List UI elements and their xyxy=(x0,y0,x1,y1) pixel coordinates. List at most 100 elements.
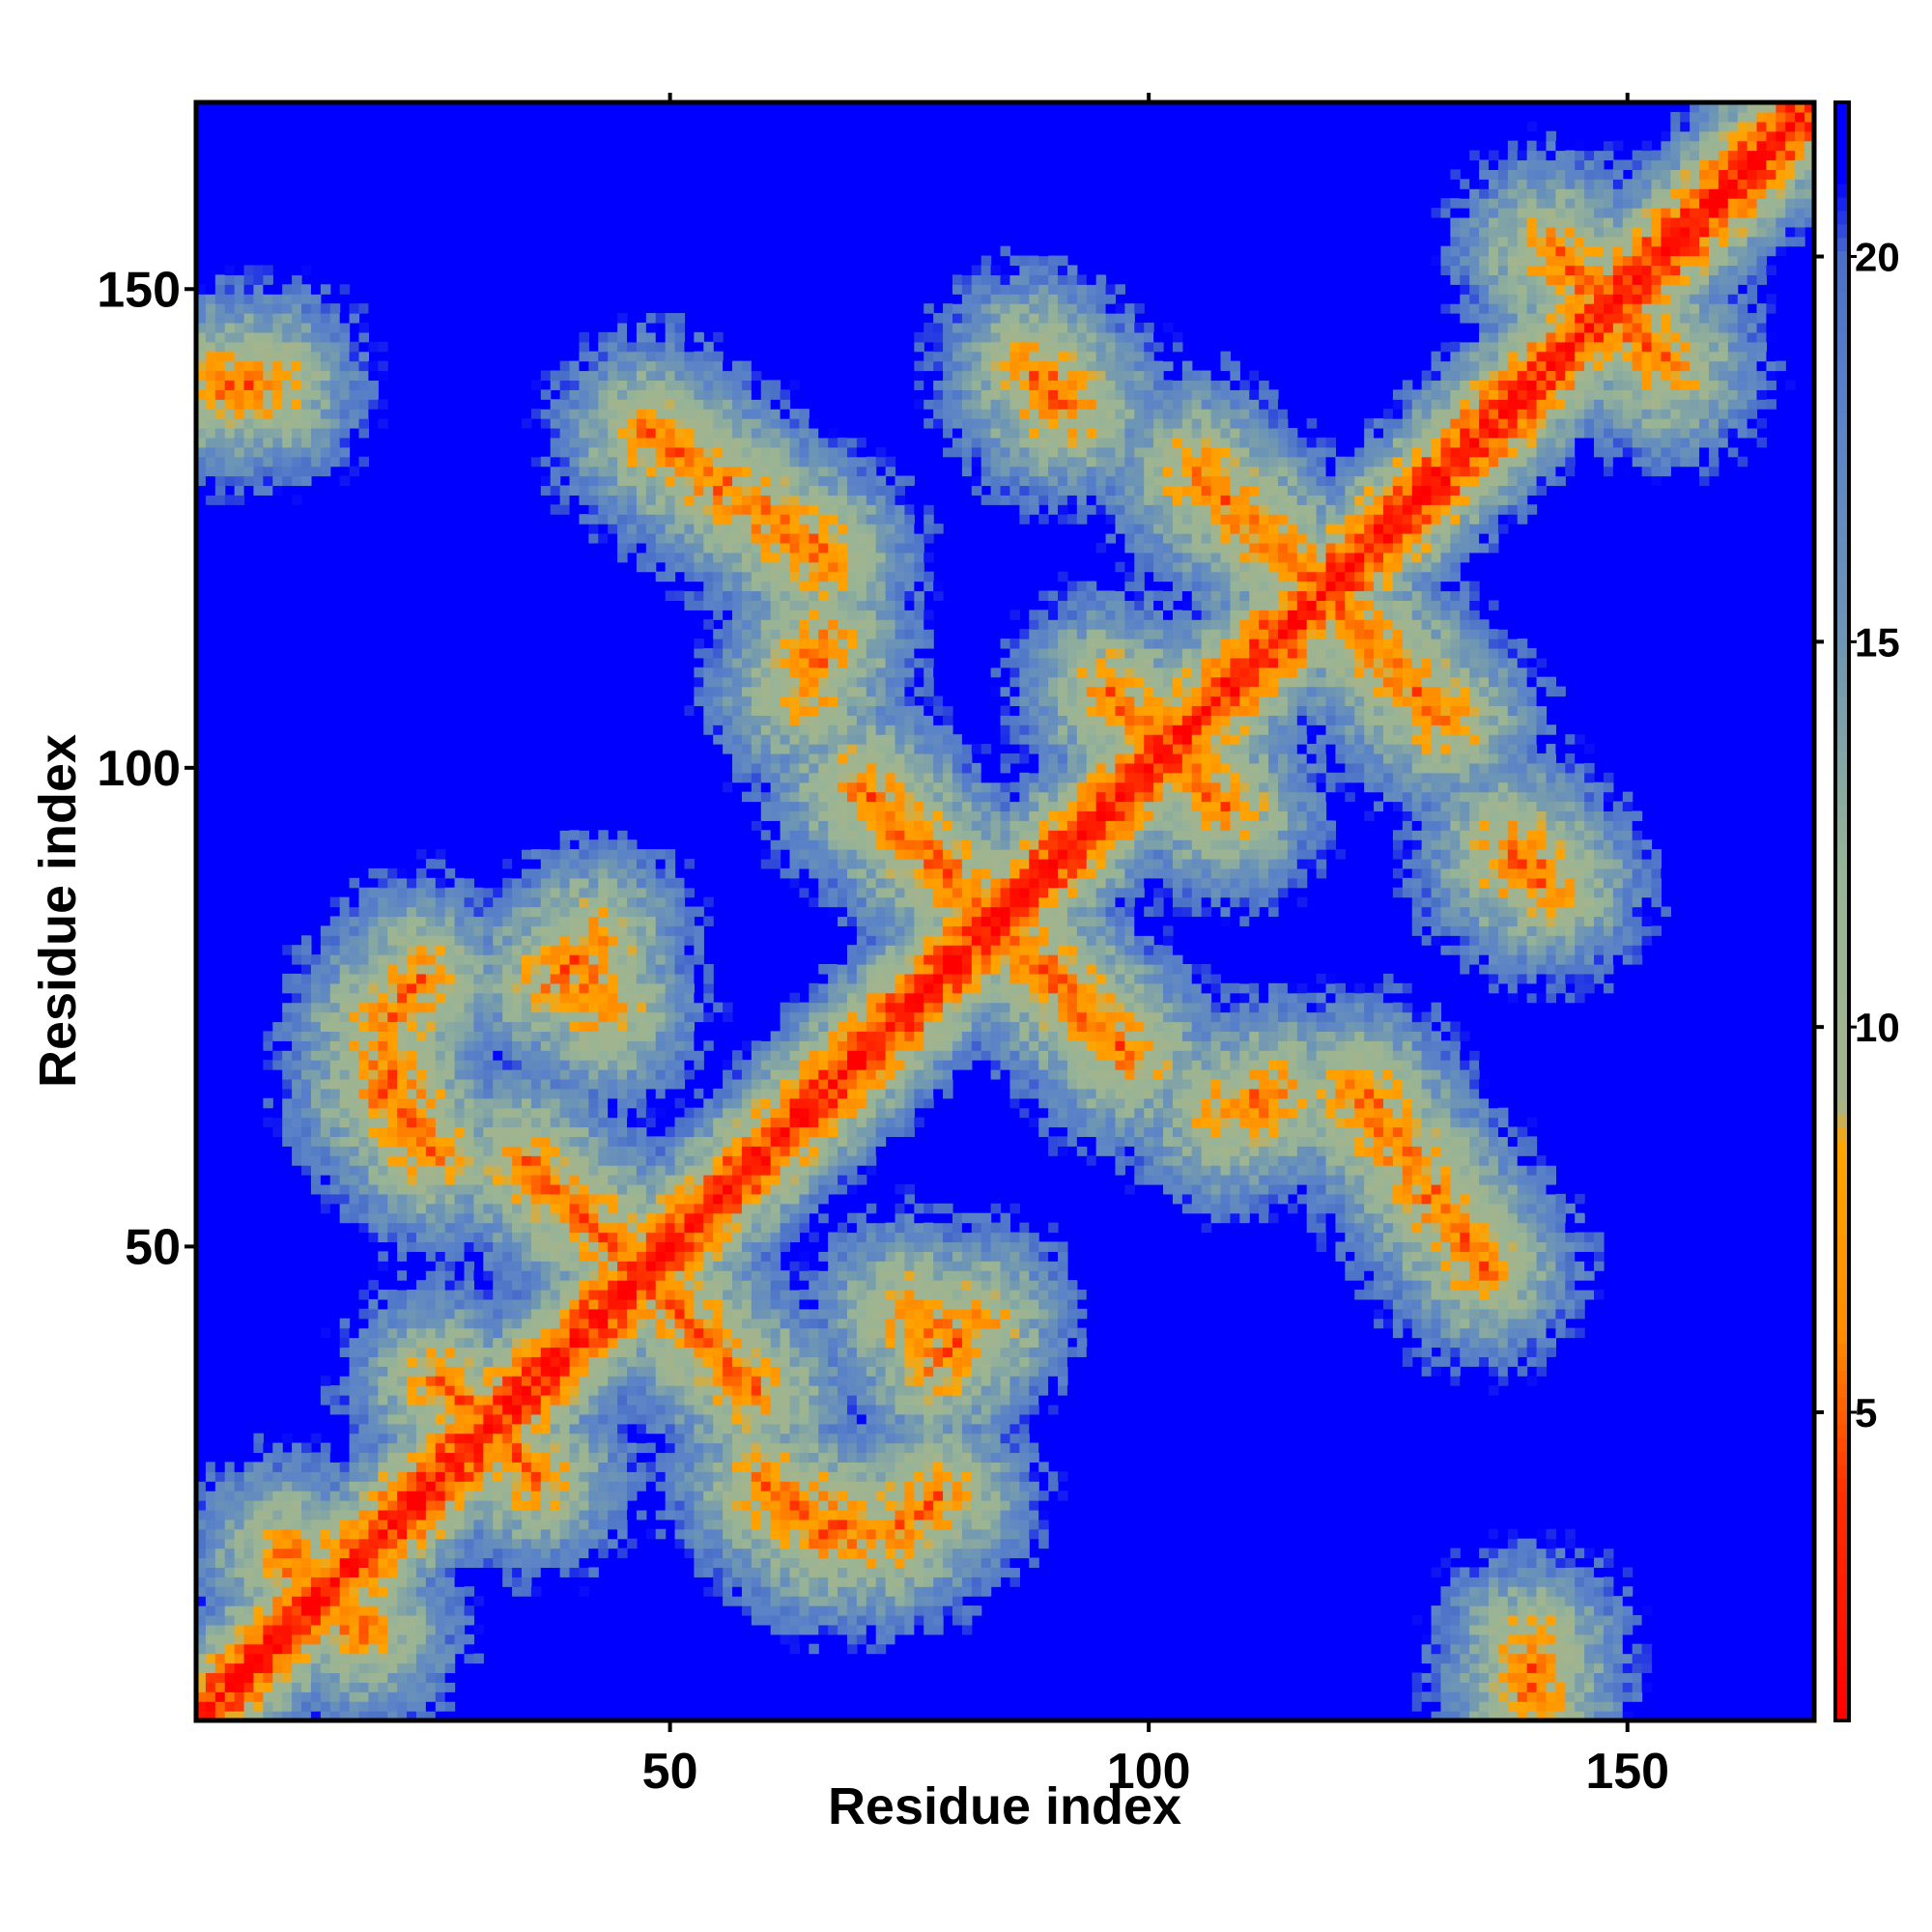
heatmap-cell xyxy=(454,1289,466,1300)
heatmap-cell xyxy=(263,1471,273,1482)
heatmap-cell xyxy=(234,1491,245,1501)
heatmap-cell xyxy=(464,1356,475,1367)
heatmap-cell xyxy=(512,1193,523,1205)
heatmap-cell xyxy=(444,1376,456,1386)
heatmap-cell xyxy=(521,964,532,975)
heatmap-cell xyxy=(598,389,609,400)
heatmap-cell xyxy=(760,1413,772,1425)
heatmap-cell xyxy=(617,906,628,918)
heatmap-cell xyxy=(349,982,360,994)
heatmap-cell xyxy=(301,322,312,333)
heatmap-cell xyxy=(243,360,255,372)
heatmap-cell xyxy=(214,1509,226,1520)
heatmap-cell xyxy=(224,331,236,343)
heatmap-cell xyxy=(550,1567,561,1577)
heatmap-cell xyxy=(627,982,638,994)
heatmap-cell xyxy=(272,331,283,343)
heatmap-cell xyxy=(598,380,609,390)
heatmap-cell xyxy=(645,935,657,946)
heatmap-cell xyxy=(550,1481,561,1492)
heatmap-cell xyxy=(608,1136,618,1147)
heatmap-cell xyxy=(674,1270,686,1281)
heatmap-cell xyxy=(196,322,207,333)
heatmap-cell xyxy=(665,1222,676,1234)
heatmap-cell xyxy=(588,1241,599,1252)
heatmap-cell xyxy=(502,1538,513,1549)
heatmap-cell xyxy=(387,1557,398,1569)
heatmap-cell xyxy=(751,1577,762,1587)
heatmap-cell xyxy=(263,1596,273,1606)
heatmap-cell xyxy=(684,351,695,362)
heatmap-cell xyxy=(214,370,226,382)
heatmap-cell xyxy=(540,399,552,410)
heatmap-cell xyxy=(588,935,599,946)
heatmap-cell xyxy=(512,1366,523,1377)
heatmap-cell xyxy=(723,1078,733,1090)
heatmap-cell xyxy=(521,1442,532,1454)
heatmap-cell xyxy=(598,1548,609,1559)
heatmap-cell xyxy=(301,1146,312,1156)
heatmap-cell xyxy=(674,360,686,372)
heatmap-cell xyxy=(454,1241,466,1252)
heatmap-cell xyxy=(425,1107,437,1119)
heatmap-cell xyxy=(530,1126,542,1138)
heatmap-cell xyxy=(243,351,255,362)
heatmap-cell xyxy=(464,1308,475,1320)
heatmap-cell xyxy=(473,1308,484,1320)
heatmap-cell xyxy=(435,1624,446,1635)
heatmap-cell xyxy=(674,887,686,898)
heatmap-cell xyxy=(540,945,552,955)
heatmap-cell xyxy=(732,1404,743,1415)
heatmap-cell xyxy=(282,1002,293,1013)
heatmap-cell xyxy=(598,399,609,410)
heatmap-cell xyxy=(444,1183,456,1195)
heatmap-cell xyxy=(703,1175,714,1185)
heatmap-cell xyxy=(588,1366,599,1377)
heatmap-cell xyxy=(292,954,302,965)
heatmap-cell xyxy=(339,1327,351,1339)
heatmap-cell xyxy=(512,1413,523,1425)
heatmap-cell xyxy=(512,1002,523,1013)
heatmap-cell xyxy=(559,820,571,831)
heatmap-cell xyxy=(741,610,753,620)
heatmap-cell xyxy=(521,1586,532,1597)
heatmap-cell xyxy=(732,380,743,390)
heatmap-cell xyxy=(751,399,762,410)
heatmap-cell xyxy=(282,294,293,304)
heatmap-cell xyxy=(530,1413,542,1425)
heatmap-cell xyxy=(713,610,724,620)
heatmap-cell xyxy=(473,973,484,984)
heatmap-cell xyxy=(703,1002,714,1013)
heatmap-cell xyxy=(292,1672,302,1683)
heatmap-cell xyxy=(617,331,628,343)
heatmap-cell xyxy=(751,437,762,448)
heatmap-cell xyxy=(655,945,667,955)
heatmap-cell xyxy=(684,446,695,458)
heatmap-cell xyxy=(349,1672,360,1683)
heatmap-cell xyxy=(435,1462,446,1472)
heatmap-cell xyxy=(732,619,743,630)
heatmap-cell xyxy=(665,973,676,984)
heatmap-cell xyxy=(655,1155,667,1166)
heatmap-cell xyxy=(550,446,561,458)
heatmap-cell xyxy=(569,1538,581,1549)
heatmap-cell xyxy=(627,1040,638,1051)
heatmap-cell xyxy=(368,1376,379,1386)
heatmap-cell xyxy=(636,1509,647,1520)
heatmap-cell xyxy=(339,1078,351,1090)
heatmap-cell xyxy=(407,1519,417,1530)
heatmap-cell xyxy=(464,896,475,908)
heatmap-cell xyxy=(521,1261,532,1271)
heatmap-cell xyxy=(243,1462,255,1472)
heatmap-cell xyxy=(358,1318,369,1329)
heatmap-cell xyxy=(310,446,322,458)
heatmap-cell xyxy=(713,504,724,515)
heatmap-cell xyxy=(559,1270,571,1281)
heatmap-cell xyxy=(214,380,226,390)
heatmap-cell xyxy=(493,1423,503,1435)
heatmap-cell xyxy=(454,1069,466,1080)
heatmap-cell xyxy=(310,1060,322,1070)
heatmap-cell xyxy=(732,1567,743,1577)
heatmap-cell xyxy=(703,1183,714,1195)
heatmap-cell xyxy=(684,552,695,563)
